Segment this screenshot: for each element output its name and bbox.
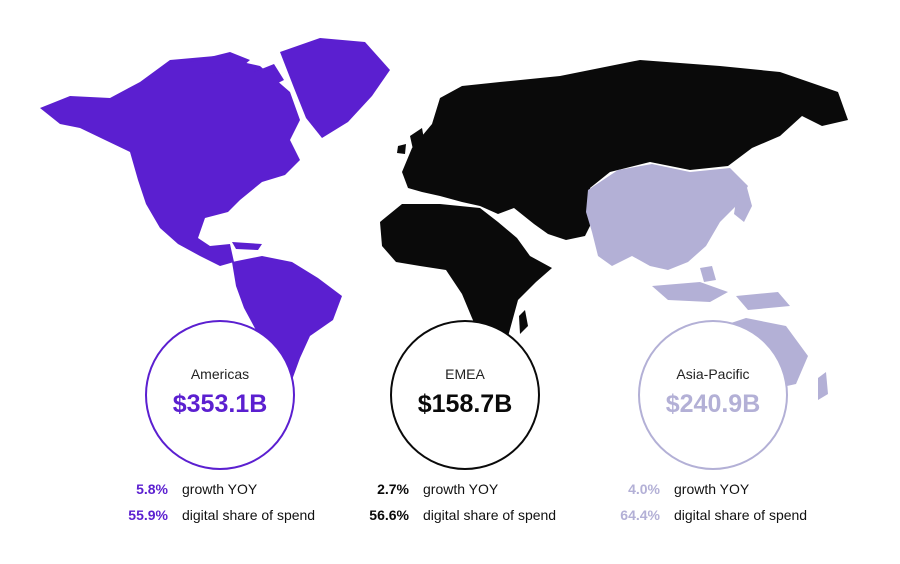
emea-growth-pct: 2.7% [377, 481, 409, 497]
americas-share-row: 55.9% digital share of spend [122, 502, 315, 528]
emea-value: $158.7B [417, 390, 513, 418]
americas-landmass [40, 38, 390, 398]
americas-share-pct: 55.9% [128, 507, 168, 523]
americas-growth-pct: 5.8% [136, 481, 168, 497]
americas-growth-label: growth YOY [182, 481, 258, 497]
americas-growth-row: 5.8% growth YOY [122, 476, 315, 502]
asia-pacific-value: $240.9B [665, 390, 761, 418]
emea-growth-row: 2.7% growth YOY [363, 476, 556, 502]
americas-stats: 5.8% growth YOY 55.9% digital share of spe… [122, 476, 315, 528]
asia-pacific-stats: 4.0% growth YOY 64.4% digital share of spe… [614, 476, 807, 528]
asia-pacific-share-pct: 64.4% [620, 507, 660, 523]
emea-share-label: digital share of spend [423, 507, 557, 523]
americas-label: Americas [190, 366, 250, 382]
emea-landmass [380, 60, 848, 352]
asia-pacific-share-label: digital share of spend [674, 507, 808, 523]
asia-pacific-growth-row: 4.0% growth YOY [614, 476, 807, 502]
emea-share-row: 56.6% digital share of spend [363, 502, 556, 528]
emea-circle: EMEA $158.7B [390, 320, 540, 470]
emea-share-pct: 56.6% [369, 507, 409, 523]
asia-pacific-share-row: 64.4% digital share of spend [614, 502, 807, 528]
emea-growth-label: growth YOY [423, 481, 499, 497]
emea-stats: 2.7% growth YOY 56.6% digital share of spe… [363, 476, 556, 528]
americas-value: $353.1B [172, 390, 268, 418]
asia-pacific-label: Asia-Pacific [676, 366, 750, 382]
americas-circle: Americas $353.1B [145, 320, 295, 470]
emea-label: EMEA [445, 366, 485, 382]
asia-pacific-circle: Asia-Pacific $240.9B [638, 320, 788, 470]
asia-pacific-growth-pct: 4.0% [628, 481, 660, 497]
asia-pacific-growth-label: growth YOY [674, 481, 750, 497]
americas-share-label: digital share of spend [182, 507, 316, 523]
